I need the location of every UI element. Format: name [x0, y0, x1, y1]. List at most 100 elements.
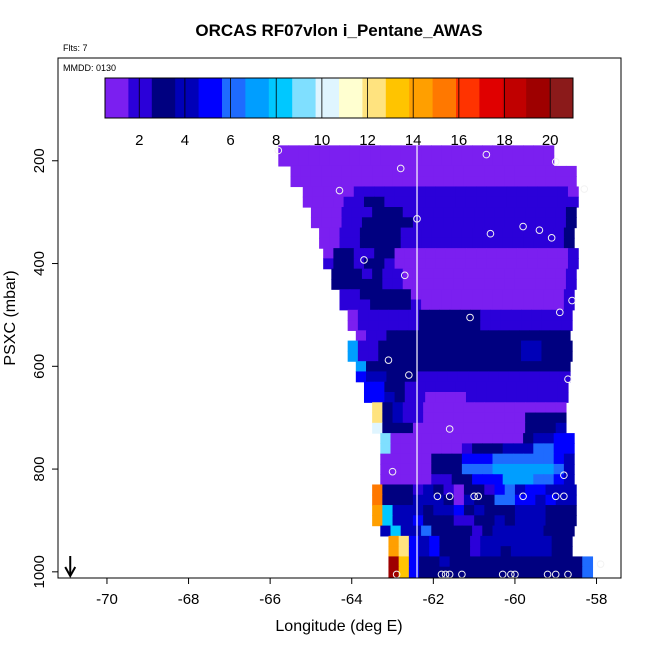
heatmap-cell [453, 268, 465, 280]
heatmap-cell [288, 145, 300, 157]
sample-point [556, 308, 564, 317]
colorbar-tick-label: 16 [451, 132, 468, 149]
heatmap-cell [339, 299, 351, 311]
heatmap-cell [408, 320, 420, 331]
heatmap-cell [525, 165, 536, 177]
colorbar-segment [175, 78, 199, 118]
heatmap-cell [535, 494, 547, 506]
heatmap-cell [368, 340, 379, 352]
heatmap-cell [441, 289, 453, 301]
heatmap-cell [390, 155, 402, 167]
heatmap-cell [553, 474, 565, 486]
heatmap-cell [378, 350, 390, 362]
heatmap-cell [490, 320, 502, 331]
heatmap-cell [486, 391, 498, 403]
heatmap-cell [529, 330, 541, 342]
heatmap-cell [425, 258, 436, 270]
heatmap-cell [396, 371, 408, 383]
heatmap-cell [421, 145, 432, 157]
heatmap-cell [561, 546, 573, 558]
heatmap-cell [384, 186, 396, 198]
heatmap-cell [514, 422, 526, 434]
heatmap-cell [514, 278, 526, 290]
heatmap-cell [506, 186, 518, 198]
heatmap-cell [488, 371, 500, 383]
heatmap-cell [412, 505, 424, 516]
heatmap-cell [331, 165, 343, 177]
heatmap-cell [372, 484, 383, 496]
heatmap-cell [333, 258, 345, 270]
heatmap-cell [404, 258, 416, 270]
heatmap-cell [363, 258, 375, 270]
heatmap-cell [472, 227, 483, 239]
sample-point [580, 185, 589, 193]
colorbar-tick-label: 12 [359, 132, 376, 149]
heatmap-cell [565, 268, 577, 280]
sample-point [445, 425, 454, 433]
heatmap-cell [439, 350, 451, 362]
heatmap-cell [443, 515, 455, 527]
heatmap-cell [510, 556, 522, 568]
heatmap-cell [561, 340, 573, 352]
heatmap-cell [502, 145, 514, 157]
sample-point [551, 492, 560, 501]
heatmap-cell [382, 515, 394, 527]
heatmap-cell [394, 381, 406, 393]
heatmap-cell [523, 237, 534, 249]
sample-point [547, 234, 556, 242]
heatmap-cell [310, 176, 322, 188]
heatmap-cell [523, 155, 534, 167]
heatmap-cell [382, 207, 394, 218]
heatmap-cell [374, 258, 385, 270]
heatmap-cell [459, 350, 471, 362]
x-tick-label: -66 [259, 591, 281, 608]
heatmap-cell [484, 217, 496, 229]
heatmap-cell [429, 340, 441, 352]
heatmap-cell [343, 186, 355, 198]
heatmap-cell [412, 412, 424, 424]
heatmap-cell [427, 330, 439, 342]
heatmap-cell [433, 484, 445, 496]
heatmap-cell [545, 515, 557, 527]
heatmap-cell [490, 546, 502, 558]
heatmap-cell [423, 402, 434, 414]
heatmap-cell [484, 402, 496, 414]
heatmap-cell [445, 391, 457, 403]
heatmap-cell [321, 207, 332, 218]
heatmap-cell [359, 237, 371, 249]
heatmap-cell [521, 556, 532, 568]
heatmap-cell [380, 227, 392, 239]
heatmap-cell [339, 227, 351, 239]
heatmap-cell [339, 237, 351, 249]
heatmap-cell [582, 566, 594, 578]
heatmap-cell [470, 556, 481, 568]
heatmap-cell [468, 330, 479, 342]
heatmap-cell [476, 391, 487, 403]
heatmap-cell [380, 433, 392, 444]
heatmap-cell [492, 525, 504, 537]
heatmap-cell [370, 289, 381, 301]
heatmap-cell [398, 350, 410, 362]
heatmap-cell [402, 278, 414, 290]
heatmap-cell [482, 155, 494, 167]
heatmap-cell [408, 309, 420, 321]
heatmap-cell [474, 484, 485, 496]
heatmap-cell [429, 309, 441, 321]
heatmap-cell [545, 207, 557, 218]
heatmap-cell [331, 207, 343, 218]
heatmap-cell [541, 320, 553, 331]
heatmap-cell [461, 474, 473, 486]
heatmap-cell [561, 535, 573, 547]
heatmap-cell [392, 422, 404, 434]
sample-point [405, 371, 413, 379]
heatmap-cell [474, 412, 485, 424]
heatmap-cell [372, 207, 383, 218]
heatmap-cell [439, 340, 451, 352]
heatmap-cell [392, 165, 404, 177]
heatmap-cell [502, 474, 514, 486]
heatmap-cell [408, 546, 420, 558]
heatmap-cell [380, 443, 392, 455]
heatmap-cell [555, 268, 567, 280]
heatmap-cell [521, 350, 532, 362]
